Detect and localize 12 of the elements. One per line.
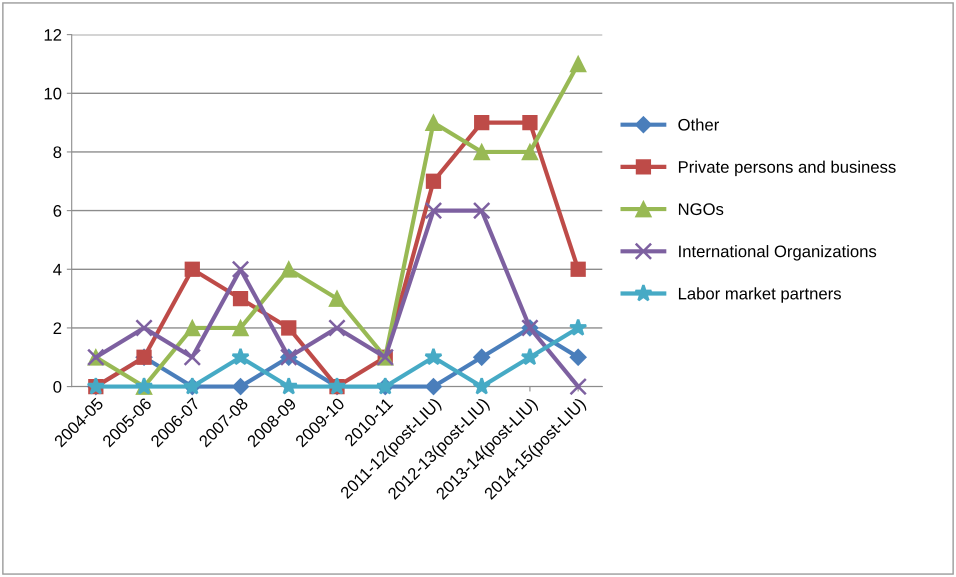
y-tick-label: 6 [54,205,62,217]
y-tick-label: 10 [44,88,62,100]
legend-label: Other [678,118,719,131]
y-tick-label: 8 [53,146,62,158]
y-tick-label: 0 [53,380,62,393]
legend-label: Private persons and business [678,160,896,176]
legend-label: International Organizations [679,245,876,261]
y-tick-label: 12 [44,29,62,41]
y-tick-label: 2 [54,322,62,334]
legend-label: Labor market partners [678,287,841,303]
y-tick-label: 4 [53,264,62,276]
legend-label: NGOs [678,203,724,216]
